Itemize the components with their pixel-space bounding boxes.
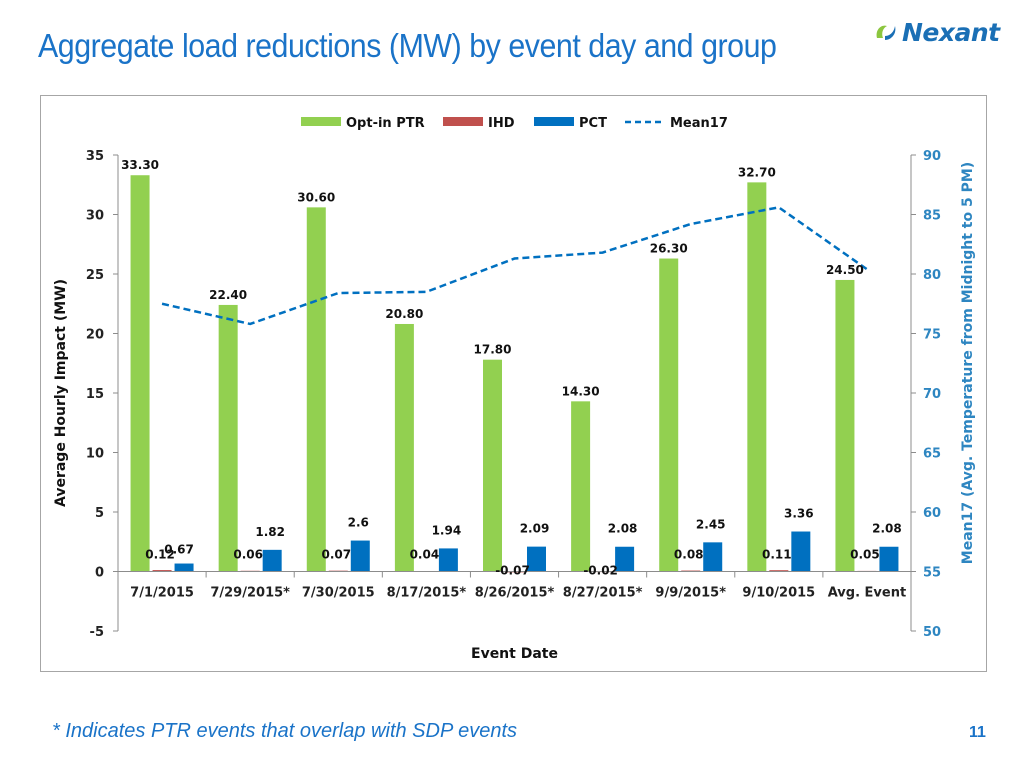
y-tick-label: 30	[86, 209, 104, 224]
y-tick-label: -5	[90, 625, 104, 640]
data-label-pct: 0.67	[164, 543, 194, 557]
bar-pct	[174, 563, 194, 572]
bar-ihd	[769, 570, 789, 572]
y-tick-label: 25	[86, 268, 104, 283]
page-number: 11	[969, 724, 986, 741]
data-label-pct: 1.94	[432, 523, 462, 537]
legend-swatch-pct	[534, 117, 574, 126]
y-axis-title: Average Hourly Impact (MW)	[53, 279, 69, 507]
data-label-pct: 1.82	[255, 525, 285, 539]
data-label-ihd: 0.11	[762, 548, 792, 562]
y-tick-label: 5	[95, 506, 104, 521]
bar-pct	[615, 546, 635, 572]
y2-tick-label: 60	[923, 506, 941, 521]
data-label-ihd: 0.05	[850, 548, 880, 562]
x-tick-label: 9/10/2015	[742, 586, 815, 601]
y2-tick-label: 65	[923, 447, 941, 462]
x-tick-label: 8/17/2015*	[387, 586, 467, 601]
x-tick-label: 9/9/2015*	[655, 586, 726, 601]
bar-opt-in-ptr	[835, 279, 855, 572]
y2-tick-label: 55	[923, 566, 941, 581]
y2-tick-label: 80	[923, 268, 941, 283]
bar-opt-in-ptr	[659, 258, 679, 572]
x-axis-title: Event Date	[471, 646, 558, 662]
data-label-pct: 2.08	[608, 522, 638, 536]
data-label-ihd: -0.07	[495, 564, 530, 578]
bar-opt-in-ptr	[394, 323, 414, 572]
bar-opt-in-ptr	[130, 175, 150, 572]
data-label-pct: 2.08	[872, 522, 902, 536]
data-label-opt-in-ptr: 32.70	[738, 165, 776, 179]
mean17-line	[161, 206, 868, 326]
data-label-ihd: 0.06	[233, 548, 263, 562]
legend-label-opt-in-ptr: Opt-in PTR	[346, 116, 425, 131]
data-label-ihd: 0.04	[410, 548, 440, 562]
data-label-opt-in-ptr: 33.30	[121, 158, 159, 172]
legend-swatch-opt-in-ptr	[301, 117, 341, 126]
slide-title: Aggregate load reductions (MW) by event …	[38, 27, 777, 64]
data-label-opt-in-ptr: 26.30	[650, 242, 688, 256]
x-tick-label: 7/29/2015*	[210, 586, 290, 601]
y-tick-label: 10	[86, 447, 104, 462]
nexant-swoosh-icon	[876, 25, 896, 40]
x-tick-label: Avg. Event	[828, 586, 906, 601]
data-label-pct: 3.36	[784, 507, 814, 521]
legend-label-ihd: IHD	[488, 116, 515, 131]
x-tick-label: 7/30/2015	[302, 586, 375, 601]
bar-pct	[262, 549, 282, 572]
legend-swatch-ihd	[443, 117, 483, 126]
y-tick-label: 35	[86, 149, 104, 164]
bar-pct	[527, 546, 546, 572]
bar-ihd	[152, 570, 172, 572]
data-label-ihd: 0.12	[145, 548, 175, 562]
bar-opt-in-ptr	[218, 304, 238, 572]
bar-opt-in-ptr	[747, 182, 767, 572]
y2-tick-label: 85	[923, 209, 941, 224]
bar-opt-in-ptr	[571, 401, 591, 572]
x-tick-label: 8/26/2015*	[475, 586, 555, 601]
bar-opt-in-ptr	[483, 359, 502, 572]
data-label-pct: 2.09	[520, 522, 550, 536]
y2-tick-label: 90	[923, 149, 941, 164]
data-label-pct: 2.45	[696, 517, 726, 531]
data-label-opt-in-ptr: 22.40	[209, 288, 247, 302]
y2-tick-label: 70	[923, 387, 941, 402]
y-tick-label: 0	[95, 566, 104, 581]
bar-pct	[879, 546, 899, 572]
x-tick-label: 7/1/2015	[130, 586, 194, 601]
data-label-ihd: -0.02	[583, 564, 618, 578]
footnote: * Indicates PTR events that overlap with…	[52, 720, 518, 742]
y2-tick-label: 50	[923, 625, 941, 640]
bar-pct	[791, 531, 811, 572]
x-tick-label: 8/27/2015*	[563, 586, 643, 601]
data-label-ihd: 0.08	[674, 548, 704, 562]
nexant-logo: Nexant	[873, 16, 1000, 48]
data-label-pct: 2.6	[348, 516, 369, 530]
y-tick-label: 20	[86, 328, 104, 343]
logo-text: Nexant	[902, 17, 1000, 47]
legend-label-pct: PCT	[579, 116, 607, 131]
bar-pct	[703, 542, 723, 572]
y2-axis-title: Mean17 (Avg. Temperature from Midnight t…	[960, 162, 976, 564]
bar-pct	[350, 540, 370, 572]
chart: -5 0 5 10 15 20 25 30 35 50 55 60 65 70 75 80 85 90 7/1/20…	[53, 116, 976, 662]
data-label-opt-in-ptr: 30.60	[297, 190, 335, 204]
data-label-opt-in-ptr: 20.80	[385, 307, 423, 321]
chart-frame: -5 0 5 10 15 20 25 30 35 50 55 60 65 70 75 80 85 90 7/1/20…	[40, 95, 987, 672]
y-tick-label: 15	[86, 387, 104, 402]
legend-label-mean17: Mean17	[670, 116, 728, 131]
y2-tick-label: 75	[923, 328, 941, 343]
bar-opt-in-ptr	[306, 207, 326, 572]
bar-pct	[438, 548, 458, 572]
data-label-opt-in-ptr: 24.50	[826, 263, 864, 277]
data-label-opt-in-ptr: 14.30	[562, 384, 600, 398]
data-label-ihd: 0.07	[321, 548, 351, 562]
data-label-opt-in-ptr: 17.80	[474, 343, 512, 357]
